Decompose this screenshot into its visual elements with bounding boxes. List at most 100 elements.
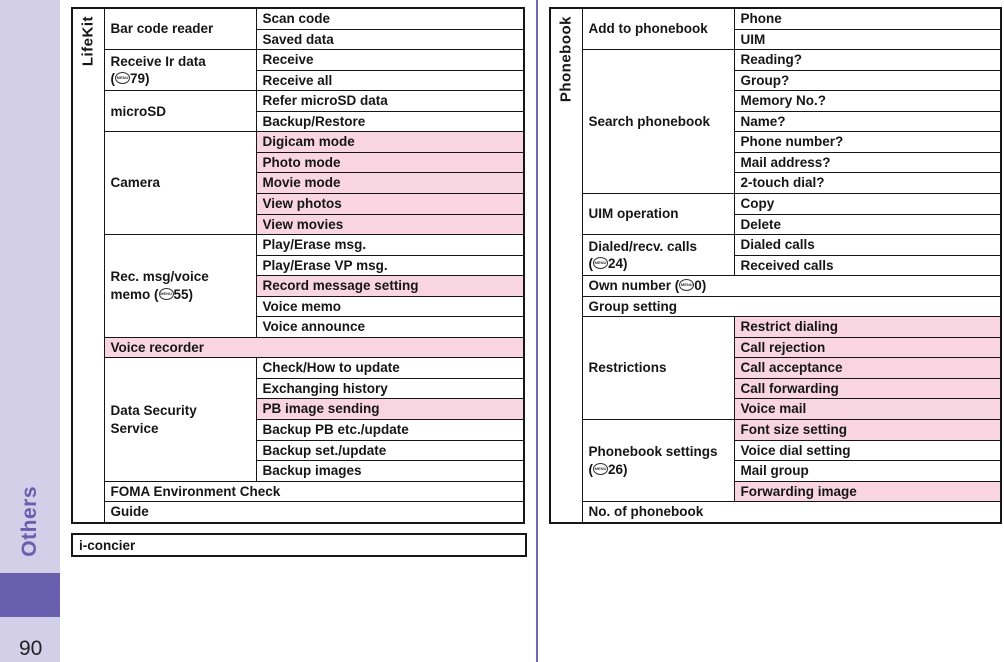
menu-item-cell: Voice memo: [255, 295, 525, 318]
menu-item-cell: Movie mode: [255, 172, 525, 194]
menu-category-cell: Dialed/recv. calls(MENU 24): [581, 234, 735, 277]
menu-item-cell: Voice mail: [733, 398, 1002, 420]
table-row: Call acceptance: [550, 357, 1002, 379]
sidebar-section-label: Others: [18, 486, 41, 557]
column-divider: [536, 0, 538, 662]
table-row: Voice mail: [550, 398, 1002, 420]
table-row: Dialed/recv. calls(MENU 24) Dialed calls: [550, 234, 1002, 277]
menu-key-icon: MENU: [593, 257, 608, 270]
table-section-cell: LifeKit: [71, 7, 105, 524]
menu-item-cell: Name?: [733, 110, 1002, 133]
table-row: Backup images: [72, 460, 525, 482]
table-row: PB image sending: [72, 398, 525, 420]
table-row: Received calls: [550, 254, 1002, 277]
menu-item-cell: Call acceptance: [733, 357, 1002, 379]
menu-item-cell: Saved data: [255, 28, 525, 51]
table-row: Phonebook settings(MENU 26) Font size sett…: [550, 418, 1002, 503]
lifekit-table-slot: LifeKit Bar code reader Scan code Saved dat…: [71, 7, 525, 524]
menu-item-cell: Digicam mode: [255, 131, 525, 153]
menu-table-phonebook: Phonebook Add to phonebook Phone UIM Search …: [549, 7, 1002, 524]
menu-item-cell: Exchanging history: [255, 377, 525, 400]
table-row: Forwarding image: [550, 480, 1002, 503]
menu-item-cell: Scan code: [255, 7, 525, 30]
menu-item-cell: Delete: [733, 213, 1002, 236]
menu-item-cell: UIM: [733, 28, 1002, 51]
i-concier-box: i-concier: [71, 533, 527, 557]
rotated-section-header: LifeKit: [79, 16, 97, 67]
menu-item-cell: Copy: [733, 192, 1002, 215]
menu-row-full: Group setting: [581, 295, 1002, 318]
table-row: View photos: [72, 192, 525, 215]
table-row: Restrictions Restrict dialing: [550, 316, 1002, 420]
menu-item-cell: Backup images: [255, 460, 525, 482]
menu-item-cell: Restrict dialing: [733, 316, 1002, 338]
menu-item-cell: Dialed calls: [733, 234, 1002, 256]
phonebook-table-slot: Phonebook Add to phonebook Phone UIM Search …: [549, 7, 1002, 524]
rotated-section-header: Phonebook: [557, 16, 575, 103]
table-row: Voice recorder: [72, 336, 525, 359]
menu-key-icon: MENU: [679, 279, 695, 292]
menu-item-cell: Memory No.?: [733, 90, 1002, 112]
menu-category-cell: Add to phonebook: [581, 7, 735, 51]
menu-item-cell: Voice dial setting: [733, 439, 1002, 462]
menu-item-cell: View photos: [255, 192, 525, 215]
menu-item-cell: Group?: [733, 69, 1002, 92]
menu-item-cell: Record message setting: [255, 275, 525, 297]
menu-row-full: Own number (MENU 0): [581, 275, 1002, 297]
menu-item-cell: Receive all: [255, 69, 525, 92]
menu-row-full: No. of phonebook: [581, 501, 1002, 524]
table-row: microSD Refer microSD data: [72, 90, 525, 133]
table-row: Camera Digicam mode: [72, 131, 525, 236]
table-row: Data Security Service Check/How to update: [72, 357, 525, 482]
menu-category-cell: Phonebook settings(MENU 26): [581, 418, 735, 503]
menu-category-cell: Data Security Service: [103, 357, 257, 482]
menu-item-cell: Call forwarding: [733, 377, 1002, 400]
menu-item-cell: Phone number?: [733, 131, 1002, 153]
table-row: Group setting: [550, 295, 1002, 318]
menu-row-full: Voice recorder: [103, 336, 525, 359]
menu-item-cell: Receive: [255, 49, 525, 71]
menu-item-cell: Photo mode: [255, 151, 525, 174]
table-row: Backup set./update: [72, 439, 525, 462]
menu-row-full: FOMA Environment Check: [103, 480, 525, 503]
menu-item-cell: View movies: [255, 213, 525, 236]
menu-item-cell: Play/Erase msg.: [255, 234, 525, 256]
table-row: Rec. msg/voice memo (MENU 55) Play/Erase ms…: [72, 234, 525, 338]
menu-item-cell: Phone: [733, 7, 1002, 30]
table-row: Phonebook Add to phonebook Phone: [549, 7, 1002, 524]
sidebar-accent-block: [0, 573, 60, 617]
table-row: UIM operation Copy: [550, 192, 1002, 236]
menu-item-cell: Backup set./update: [255, 439, 525, 462]
menu-item-cell: Received calls: [733, 254, 1002, 277]
table-row: LifeKit Bar code reader Scan code: [71, 7, 525, 524]
table-row: Guide: [72, 501, 525, 524]
table-row: Search phonebook Reading?: [550, 49, 1002, 194]
menu-item-cell: Font size setting: [733, 419, 1002, 441]
menu-category-cell: microSD: [103, 90, 257, 133]
menu-key-icon: MENU: [593, 462, 608, 475]
table-row: Own number (MENU 0): [550, 275, 1002, 297]
menu-category-cell: Search phonebook: [581, 49, 735, 194]
table-row: View movies: [72, 213, 525, 236]
menu-row-full: Guide: [103, 501, 525, 524]
menu-item-cell: Backup/Restore: [255, 110, 525, 133]
menu-category-cell: Camera: [103, 131, 257, 236]
menu-item-cell: Mail address?: [733, 151, 1002, 174]
table-row: No. of phonebook: [550, 501, 1002, 524]
table-row: Record message setting: [72, 275, 525, 297]
menu-item-cell: Play/Erase VP msg.: [255, 254, 525, 277]
menu-table-lifekit: LifeKit Bar code reader Scan code Saved dat…: [71, 7, 525, 524]
menu-item-cell: Mail group: [733, 460, 1002, 482]
menu-category-cell: Rec. msg/voice memo (MENU 55): [103, 234, 257, 338]
menu-item-cell: Call rejection: [733, 336, 1002, 359]
menu-item-cell: Backup PB etc./update: [255, 419, 525, 441]
menu-category-cell: UIM operation: [581, 192, 735, 236]
menu-item-cell: Refer microSD data: [255, 90, 525, 112]
menu-item-cell: Reading?: [733, 49, 1002, 71]
table-row: Receive Ir data(MENU 79) Receive: [72, 49, 525, 92]
table-row: FOMA Environment Check: [72, 480, 525, 503]
sidebar-strip: Others 90: [0, 0, 60, 662]
i-concier-label: i-concier: [79, 537, 136, 553]
menu-item-cell: PB image sending: [255, 398, 525, 420]
